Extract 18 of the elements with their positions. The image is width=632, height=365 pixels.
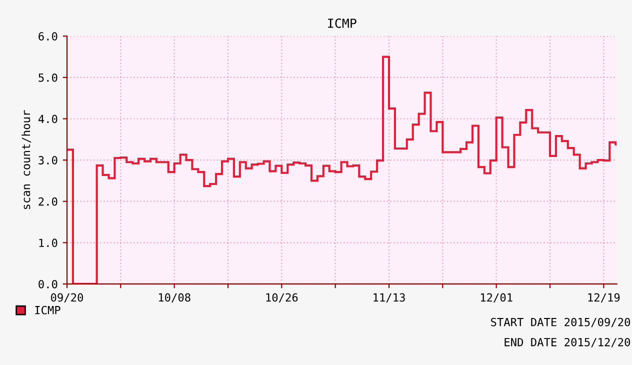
text: START DATE 2015/09/20 <box>491 318 630 328</box>
y-tick-label: 6.0 <box>38 32 58 41</box>
text: END DATE 2015/12/20 <box>504 338 630 348</box>
x-tick-label: 12/19 <box>588 293 620 303</box>
y-axis-title: scan count/hour <box>22 110 32 210</box>
y-tick-label: 5.0 <box>38 73 58 82</box>
y-tick-label: 1.0 <box>39 238 58 248</box>
legend-label: ICMP <box>35 306 60 314</box>
y-tick-label: 0.0 <box>38 280 58 288</box>
x-tick-label: 10/08 <box>158 293 190 303</box>
x-tick-label: 12/01 <box>480 293 512 303</box>
y-tick-label: 2.0 <box>38 197 58 206</box>
y-tick-label: 4.0 <box>38 114 58 124</box>
x-tick-label: 10/26 <box>266 293 298 303</box>
x-tick-label: 11/13 <box>374 293 405 303</box>
y-tick-label: 3.0 <box>38 156 58 164</box>
x-tick-label: 09/20 <box>50 293 83 303</box>
chart-title: ICMP <box>328 18 356 28</box>
